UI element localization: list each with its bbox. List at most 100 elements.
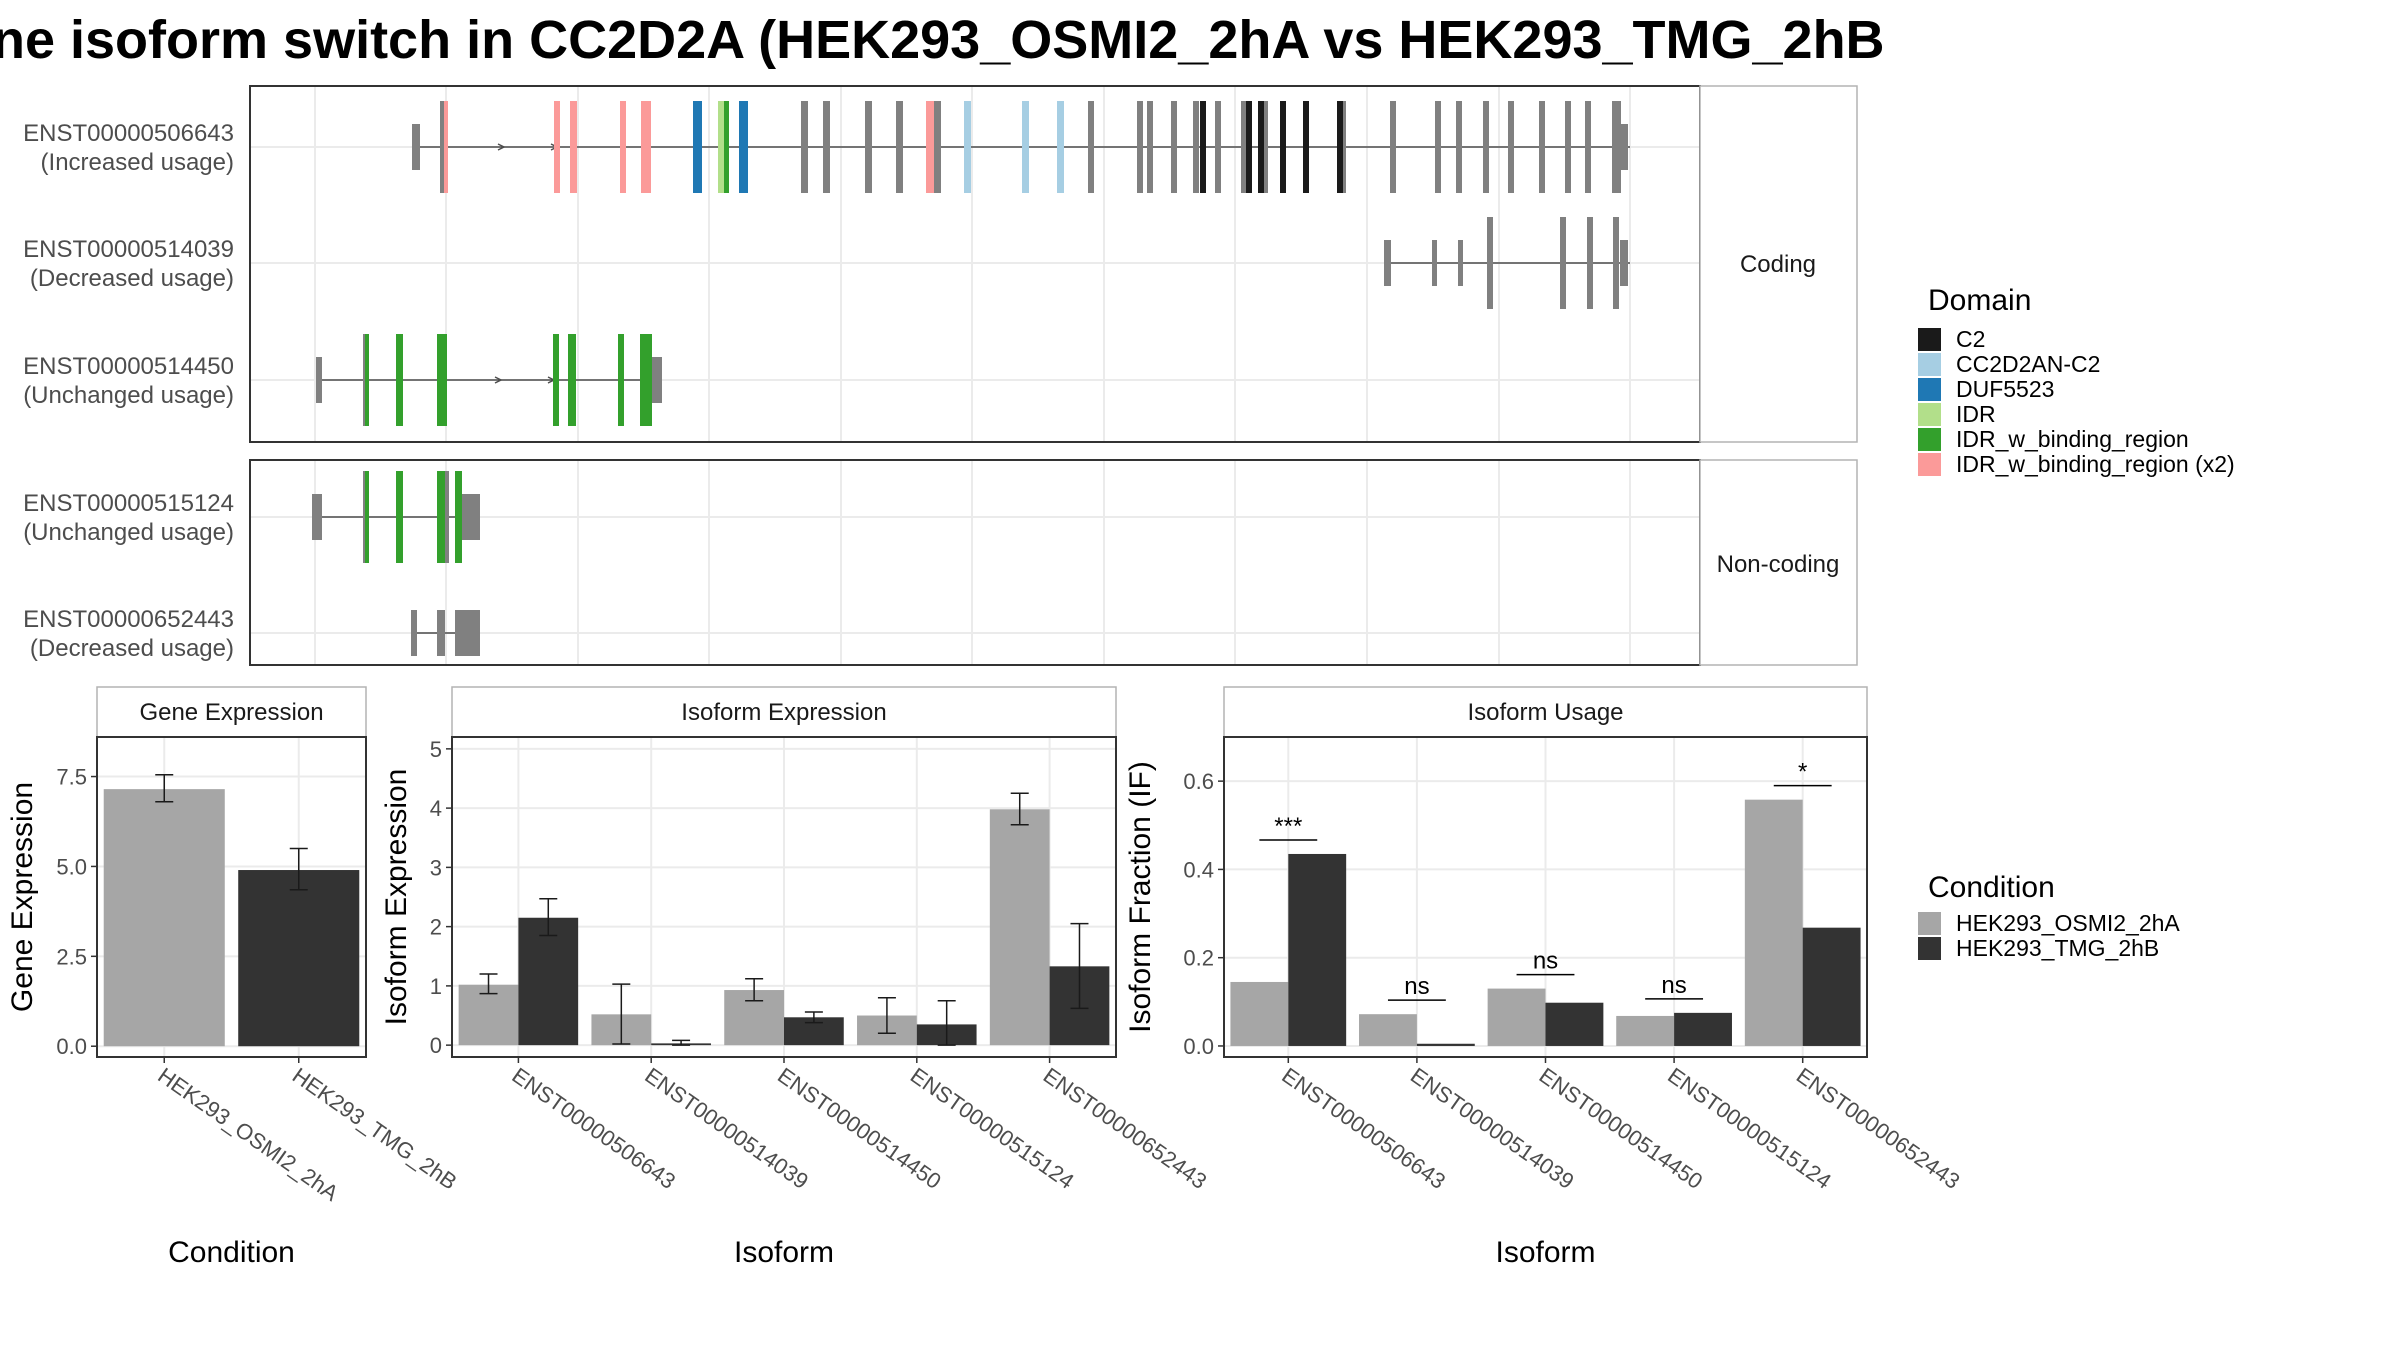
domain-legend-label: IDR_w_binding_region: [1956, 426, 2189, 452]
bar: [1744, 799, 1803, 1046]
domain-legend-label: CC2D2AN-C2: [1956, 351, 2100, 377]
domain-legend-label: IDR_w_binding_region (x2): [1956, 451, 2235, 477]
structure-panel-coding: Coding ENST00000506643 (Increased usage)…: [23, 85, 1858, 443]
exon: [316, 357, 322, 403]
exon: [455, 471, 462, 563]
exon: [437, 471, 445, 563]
bar: [1616, 1015, 1675, 1046]
exon: [1137, 101, 1143, 193]
exon: [437, 610, 445, 656]
exon: [411, 610, 417, 656]
structure-panel-noncoding-frame: [249, 459, 1701, 666]
figure-title: ne isoform switch in CC2D2A (HEK293_OSMI…: [0, 10, 1885, 70]
exon: [1456, 101, 1462, 193]
exon: [620, 101, 626, 193]
exon: [312, 494, 322, 540]
exon: [1057, 101, 1064, 193]
structure-grid-noncoding: [251, 461, 1699, 664]
panel-strip-label: Isoform Usage: [1467, 699, 1623, 726]
exon: [640, 334, 652, 426]
transcript-usage-label: (Unchanged usage): [23, 382, 234, 409]
exon: [554, 101, 560, 193]
exon: [934, 101, 941, 193]
y-tick-label: 0.0: [56, 1034, 87, 1059]
strip-label-noncoding: Non-coding: [1717, 551, 1840, 578]
bar: [989, 809, 1050, 1046]
significance-label: ns: [1661, 972, 1686, 999]
domain-legend-label: IDR: [1956, 401, 1996, 427]
y-tick-label: 0.6: [1183, 769, 1214, 794]
exon: [896, 101, 903, 193]
bar: [238, 870, 360, 1047]
exon: [1435, 101, 1441, 193]
significance-label: ***: [1274, 813, 1302, 840]
exon: [445, 471, 449, 563]
exon: [1280, 101, 1286, 193]
exon: [1432, 240, 1437, 286]
exon: [1508, 101, 1514, 193]
exon: [693, 101, 702, 193]
exon: [926, 101, 934, 193]
exon: [1337, 101, 1343, 193]
exon: [1483, 101, 1489, 193]
exon: [1487, 217, 1493, 309]
bar: [103, 789, 225, 1047]
domain-legend-key: [1918, 328, 1941, 351]
structure-tracks-noncoding: [312, 471, 480, 656]
exon: [1587, 217, 1593, 309]
exon: [739, 101, 748, 193]
x-axis-title: Isoform: [1495, 1236, 1595, 1269]
x-axis-title: Condition: [168, 1236, 295, 1269]
exon: [1384, 240, 1391, 286]
domain-legend-key: [1918, 428, 1941, 451]
exon: [1088, 101, 1094, 193]
y-tick-label: 0.0: [1183, 1034, 1214, 1059]
domain-legend-key: [1918, 403, 1941, 426]
bar: [1359, 1014, 1417, 1046]
domain-legend: Domain C2CC2D2AN-C2DUF5523IDRIDR_w_bindi…: [1918, 284, 2235, 477]
exon: [641, 101, 651, 193]
exon: [437, 334, 447, 426]
exon: [823, 101, 830, 193]
x-axis-title: Isoform: [734, 1236, 834, 1269]
domain-legend-key: [1918, 378, 1941, 401]
exon: [1620, 240, 1628, 286]
exon: [1200, 101, 1206, 193]
bar: [1288, 853, 1347, 1046]
condition-legend-key: [1918, 912, 1941, 935]
exon: [455, 610, 480, 656]
bar: [1416, 1043, 1475, 1046]
exon: [396, 334, 403, 426]
exon: [1193, 101, 1199, 193]
y-tick-label: 7.5: [56, 765, 87, 790]
exon: [724, 101, 729, 193]
exon: [568, 334, 576, 426]
exon: [412, 124, 420, 170]
exon: [570, 101, 577, 193]
exon: [1215, 101, 1221, 193]
y-tick-label: 4: [430, 796, 442, 821]
significance-label: *: [1798, 759, 1807, 786]
condition-legend-label: HEK293_TMG_2hB: [1956, 935, 2159, 961]
transcript-id-label: ENST00000514450: [23, 353, 234, 380]
transcript-id-label: ENST00000515124: [23, 490, 234, 517]
panel-frame: [96, 736, 367, 1058]
exon: [396, 471, 403, 563]
exon: [1258, 101, 1264, 193]
y-tick-label: 0.4: [1183, 857, 1214, 882]
exon: [553, 334, 559, 426]
transcript-usage-label: (Increased usage): [41, 149, 234, 176]
exon: [1565, 101, 1571, 193]
exon: [1241, 101, 1247, 193]
y-tick-label: 3: [430, 855, 442, 880]
strip-noncoding: [1699, 459, 1858, 666]
bar-panels: Gene Expression0.02.55.07.5HEK293_OSMI2_…: [6, 686, 1964, 1269]
exon: [618, 334, 624, 426]
y-tick-label: 0: [430, 1033, 442, 1058]
y-tick-label: 2: [430, 915, 442, 940]
exon: [1262, 101, 1268, 193]
bar-panel-isoform-usage: Isoform Usage0.00.20.40.6***nsnsns*ENST0…: [1124, 686, 1964, 1269]
exon: [1147, 101, 1153, 193]
